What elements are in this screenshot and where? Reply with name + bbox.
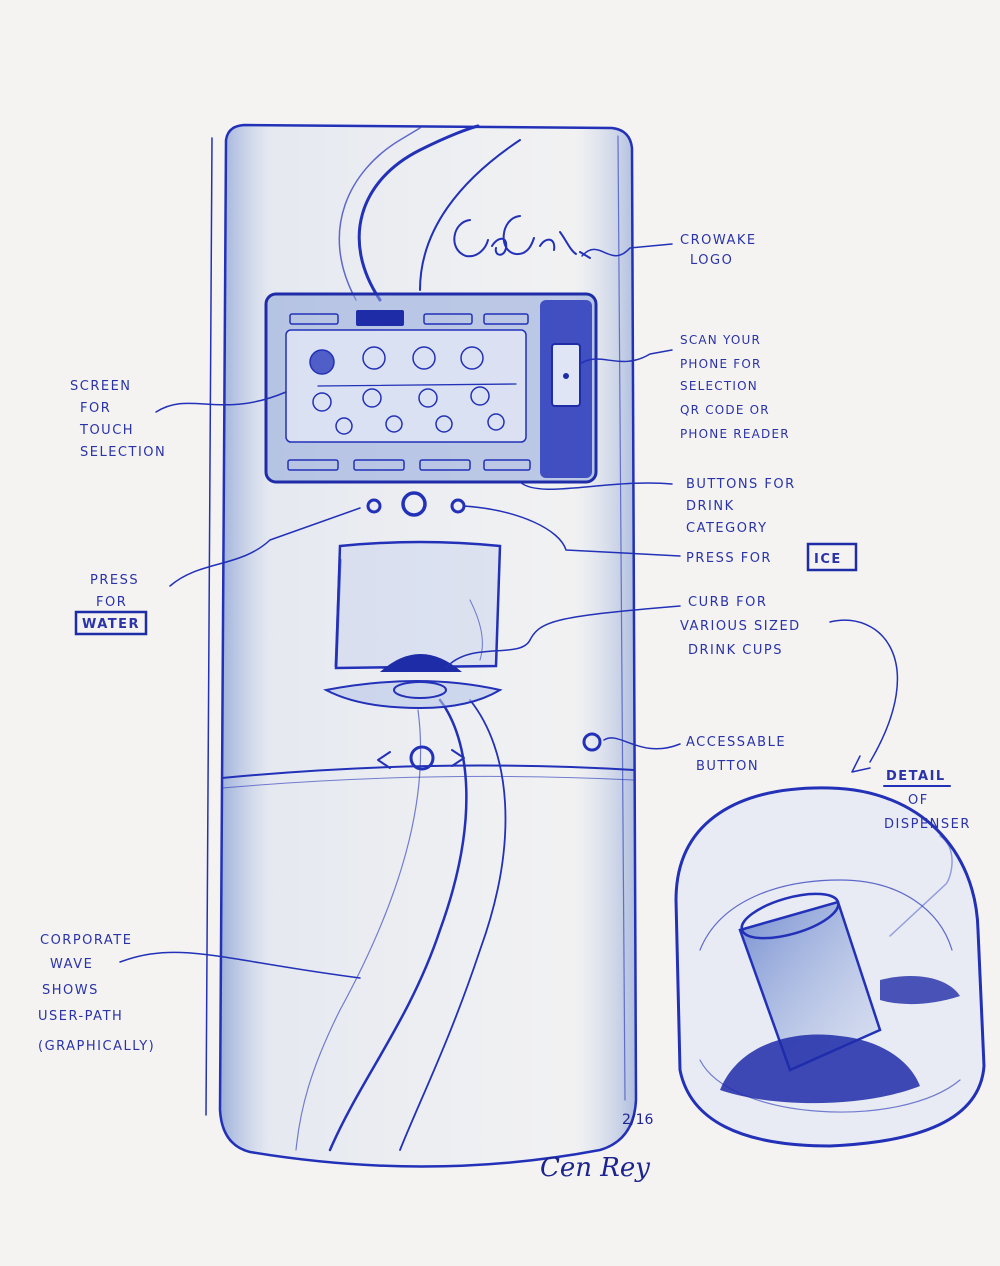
label-wave: CORPORATE WAVE SHOWS USER-PATH (GRAPHICA… [38,933,155,1054]
label-scan-line: PHONE FOR [680,357,762,371]
label-scan-line: SELECTION [680,379,758,393]
label-wave-line: SHOWS [42,983,99,998]
label-accessible: ACCESSABLE BUTTON [686,735,786,774]
label-water-box: WATER [82,617,140,632]
label-ice: PRESS FOR ICE [686,542,858,572]
label-curb: CURB FOR VARIOUS SIZED DRINK CUPS [680,595,801,658]
label-ice-box: ICE [814,552,842,567]
label-wave-line: (GRAPHICALLY) [38,1039,155,1054]
label-water-line: FOR [96,595,127,610]
touch-screen [264,292,598,484]
label-detail: DETAIL OF DISPENSER [883,769,971,832]
label-buttons-line: BUTTONS FOR [686,477,796,492]
signature-name: Cen Rey [540,1153,650,1183]
label-buttons: BUTTONS FOR DRINK CATEGORY [686,477,796,536]
label-buttons-line: CATEGORY [686,521,768,536]
label-scan: SCAN YOUR PHONE FOR SELECTION QR CODE OR… [680,333,790,441]
signature-date: 2/16 [622,1112,654,1128]
dispenser [323,540,503,710]
label-buttons-line: DRINK [686,499,735,514]
label-scan-line: QR CODE OR [680,403,770,417]
accessible-button [582,732,602,752]
label-logo-line: CROWAKE [680,233,757,248]
label-curb-line: DRINK CUPS [688,643,783,658]
label-water: PRESS FOR WATER [74,573,148,636]
label-detail-line: OF [908,793,929,808]
label-wave-line: CORPORATE [40,933,132,948]
label-wave-line: WAVE [50,957,93,972]
label-scan-line: PHONE READER [680,427,790,441]
label-screen-line: FOR [80,401,111,416]
corporate-wave [295,124,521,1152]
signature: 2/16 Cen Rey [540,1112,654,1183]
label-detail-line: DISPENSER [884,817,971,832]
label-screen-line: SCREEN [70,379,132,394]
label-ice-line: PRESS FOR [686,551,772,566]
label-accessible-line: BUTTON [696,759,759,774]
label-screen: SCREEN FOR TOUCH SELECTION [70,379,166,460]
label-accessible-line: ACCESSABLE [686,735,786,750]
arrow-controls [377,745,465,771]
logo-mark [453,215,591,259]
dispenser-detail [674,786,986,1148]
label-logo-line: LOGO [690,253,733,268]
label-scan-line: SCAN YOUR [680,333,761,347]
label-screen-line: TOUCH [79,423,134,438]
label-water-line: PRESS [90,573,139,588]
label-logo: CROWAKE LOGO [680,233,757,268]
label-wave-line: USER-PATH [38,1009,123,1024]
label-detail-line: DETAIL [886,769,946,784]
label-curb-line: VARIOUS SIZED [680,619,801,634]
label-curb-line: CURB FOR [688,595,767,610]
leader-lines [119,243,953,979]
label-screen-line: SELECTION [80,445,166,460]
